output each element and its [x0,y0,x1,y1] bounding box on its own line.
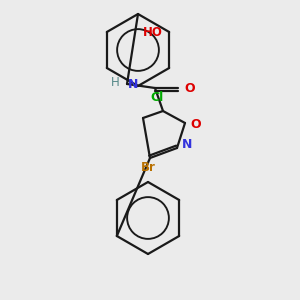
Text: O: O [190,118,201,130]
Text: Cl: Cl [150,91,163,104]
Text: Br: Br [141,161,155,174]
Text: HO: HO [143,26,163,40]
Text: N: N [128,79,138,92]
Text: O: O [184,82,195,94]
Text: H: H [111,76,120,89]
Text: N: N [182,139,192,152]
